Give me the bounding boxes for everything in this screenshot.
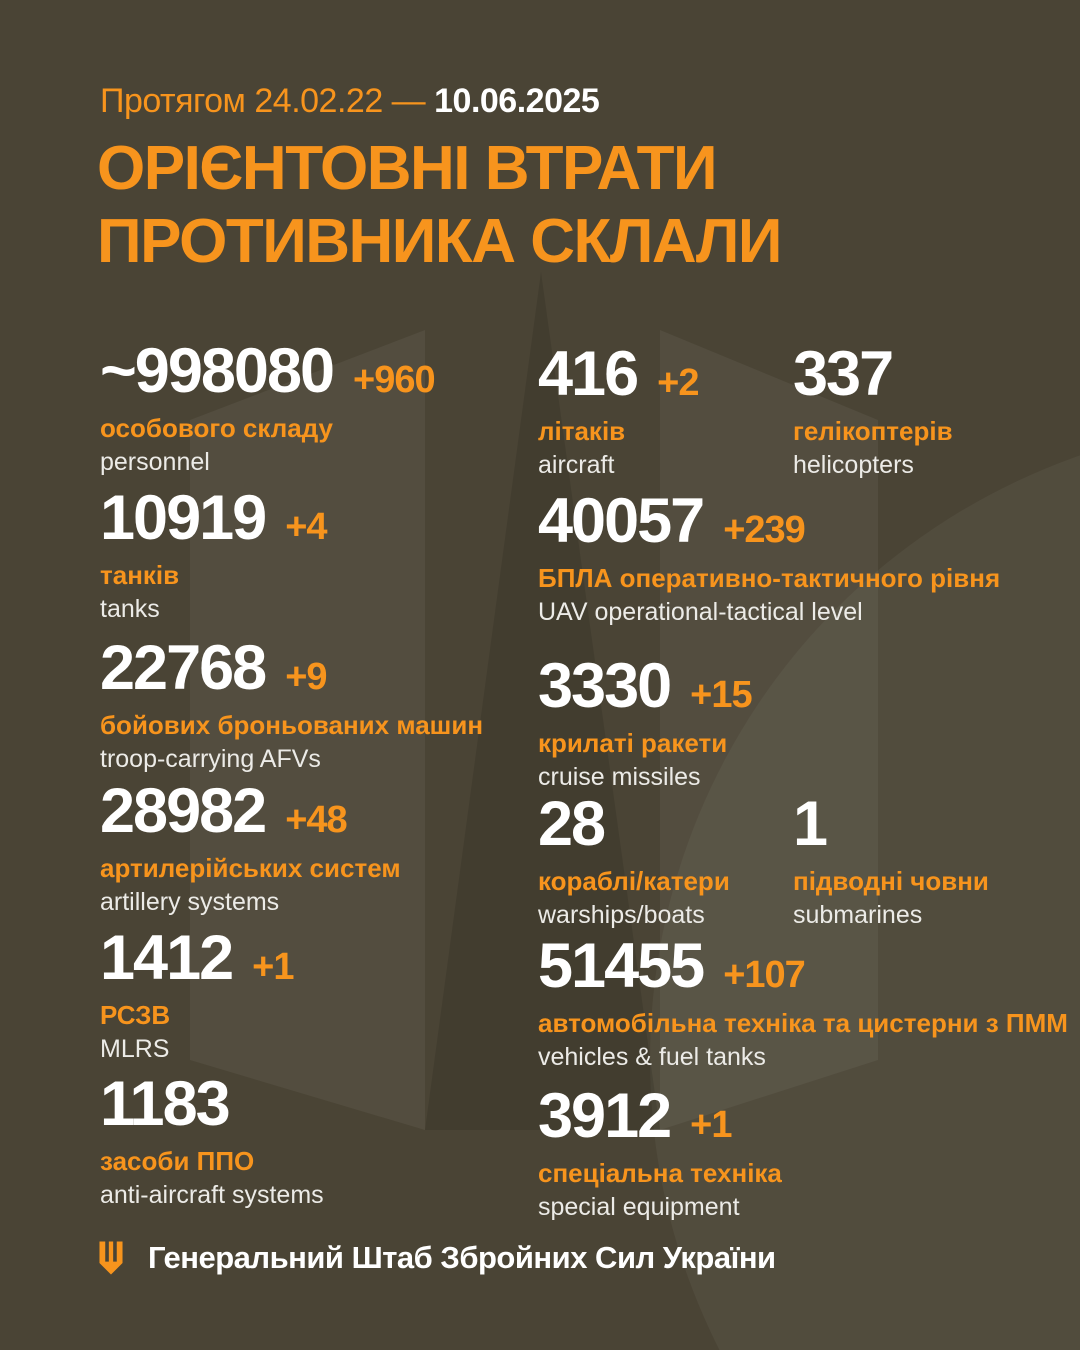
stat-label-en: UAV operational-tactical level: [538, 597, 863, 626]
stat-uav: 40057 +239 БПЛА оперативно-тактичного рі…: [538, 490, 1000, 627]
stat-value: 1412: [100, 923, 234, 993]
stat-value: 3330: [538, 651, 672, 721]
stat-delta: +1: [252, 946, 294, 988]
stat-value: 22768: [100, 633, 267, 703]
stat-value: 51455: [538, 931, 705, 1001]
stat-delta: +4: [285, 506, 327, 548]
stat-label-uk: засоби ППО: [100, 1146, 255, 1176]
period-label: Протягом 24.02.22 —: [100, 82, 426, 120]
source-attribution: Генеральний Штаб Збройних Сил України: [148, 1240, 776, 1275]
stat-label-uk: крилаті ракети: [538, 728, 728, 758]
stat-label-uk: танків: [100, 560, 180, 590]
stat-label-uk: бойових броньованих машин: [100, 710, 484, 740]
stat-label-en: helicopters: [793, 450, 914, 479]
stat-value: 416: [538, 339, 639, 409]
stat-value: ~998080: [100, 336, 335, 406]
stat-label-uk: автомобільна техніка та цистерни з ПММ: [538, 1008, 1068, 1038]
stat-value: 3912: [538, 1081, 672, 1151]
stat-label-uk: особового складу: [100, 413, 333, 443]
stat-personnel: ~998080 +960 особового складу personnel: [100, 336, 436, 477]
stat-value: 1: [793, 789, 828, 859]
stat-value: 28: [538, 789, 606, 859]
stat-label-uk: БПЛА оперативно-тактичного рівня: [538, 563, 1001, 593]
stat-label-en: MLRS: [100, 1034, 170, 1063]
stat-delta: +239: [723, 509, 806, 551]
footer: Генеральний Штаб Збройних Сил України: [98, 1240, 776, 1276]
stat-label-en: vehicles & fuel tanks: [538, 1042, 766, 1071]
stat-label-en: anti-aircraft systems: [100, 1180, 324, 1209]
stat-helicopters: 337 гелікоптерів helicopters: [793, 343, 953, 480]
stat-label-en: troop-carrying AFVs: [100, 744, 321, 773]
stat-label-uk: кораблі/катери: [538, 866, 730, 896]
stat-special-equipment: 3912 +1 спеціальна техніка special equip…: [538, 1085, 782, 1222]
stat-label-en: special equipment: [538, 1192, 740, 1221]
stat-label-en: artillery systems: [100, 887, 280, 916]
stat-label-en: cruise missiles: [538, 762, 701, 791]
stat-label-en: personnel: [100, 447, 210, 476]
stat-label-uk: літаків: [538, 416, 626, 446]
title-line-1: Орієнтовні втрати: [97, 134, 718, 203]
period-line: Протягом 24.02.22 — 10.06.2025: [100, 82, 600, 121]
stat-value: 10919: [100, 483, 267, 553]
stat-delta: +2: [657, 362, 699, 404]
report-date: 10.06.2025: [434, 82, 600, 120]
header: Протягом 24.02.22 — 10.06.2025: [100, 82, 600, 121]
stat-aircraft: 416 +2 літаків aircraft: [538, 339, 699, 480]
stat-warships: 28 кораблі/катери warships/boats: [538, 793, 730, 930]
title-line-2: противника склали: [97, 207, 782, 276]
stat-artillery: 28982 +48 артилерійських систем artiller…: [100, 780, 401, 917]
stat-delta: +9: [285, 656, 327, 698]
stat-label-en: tanks: [100, 594, 160, 623]
stat-value: 40057: [538, 486, 705, 556]
stat-label-en: submarines: [793, 900, 923, 929]
stat-label-uk: РСЗВ: [100, 1000, 171, 1030]
stat-delta: +15: [690, 674, 752, 716]
trident-icon: [99, 1241, 123, 1275]
stat-anti-aircraft: 1183 засоби ППО anti-aircraft systems: [100, 1073, 324, 1210]
stat-cruise-missiles: 3330 +15 крилаті ракети cruise missiles: [538, 651, 753, 792]
stat-label-en: warships/boats: [538, 900, 705, 929]
stat-vehicles: 51455 +107 автомобільна техніка та цисте…: [538, 935, 1068, 1072]
stat-delta: +960: [353, 359, 436, 401]
stat-value: 337: [793, 339, 894, 409]
page-title: Орієнтовні втрати противника склали: [97, 132, 782, 278]
stat-label-uk: гелікоптерів: [793, 416, 953, 446]
stat-label-uk: артилерійських систем: [100, 853, 401, 883]
stat-delta: +107: [723, 954, 806, 996]
stat-tanks: 10919 +4 танків tanks: [100, 483, 328, 624]
stat-delta: +1: [690, 1104, 732, 1146]
stat-afv: 22768 +9 бойових броньованих машин troop…: [100, 637, 483, 774]
stat-value: 1183: [100, 1069, 231, 1139]
stat-delta: +48: [285, 799, 347, 841]
stat-mlrs: 1412 +1 РСЗВ MLRS: [100, 923, 294, 1064]
stat-value: 28982: [100, 776, 267, 846]
stat-label-uk: спеціальна техніка: [538, 1158, 782, 1188]
stat-submarines: 1 підводні човни submarines: [793, 793, 989, 930]
stat-label-uk: підводні човни: [793, 866, 989, 896]
stat-label-en: aircraft: [538, 450, 615, 479]
